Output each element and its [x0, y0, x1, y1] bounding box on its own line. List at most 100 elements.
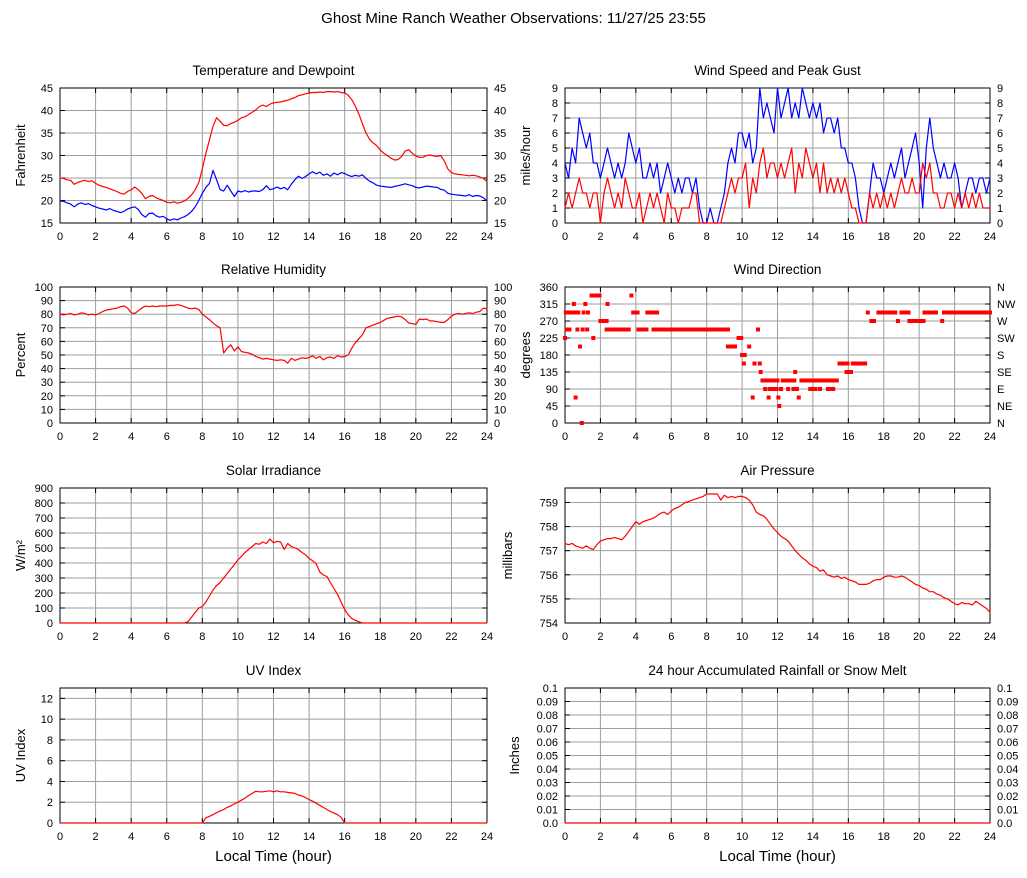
svg-text:360: 360 — [540, 282, 558, 294]
svg-text:0: 0 — [562, 631, 568, 643]
svg-text:2: 2 — [93, 431, 99, 443]
svg-text:0: 0 — [47, 618, 53, 630]
svg-text:16: 16 — [842, 231, 854, 243]
svg-text:35: 35 — [494, 128, 506, 140]
svg-text:0.0: 0.0 — [543, 818, 558, 830]
svg-text:70: 70 — [494, 323, 506, 335]
svg-text:N: N — [997, 282, 1005, 294]
svg-text:22: 22 — [948, 631, 960, 643]
svg-text:14: 14 — [303, 831, 315, 843]
svg-text:0.03: 0.03 — [997, 778, 1018, 790]
svg-text:757: 757 — [540, 546, 558, 558]
svg-text:100: 100 — [35, 603, 53, 615]
svg-text:4: 4 — [633, 231, 639, 243]
svg-text:45: 45 — [494, 83, 506, 95]
svg-text:800: 800 — [35, 498, 53, 510]
svg-text:2: 2 — [47, 797, 53, 809]
svg-text:754: 754 — [540, 618, 558, 630]
svg-text:7: 7 — [997, 113, 1003, 125]
svg-text:22: 22 — [948, 231, 960, 243]
svg-text:Fahrenheit: Fahrenheit — [13, 124, 28, 187]
svg-text:200: 200 — [35, 588, 53, 600]
svg-text:30: 30 — [41, 151, 53, 163]
svg-text:0: 0 — [494, 418, 500, 430]
svg-text:24: 24 — [984, 831, 996, 843]
svg-text:6: 6 — [668, 231, 674, 243]
svg-text:10: 10 — [232, 631, 244, 643]
svg-text:14: 14 — [807, 831, 819, 843]
svg-text:SW: SW — [997, 333, 1015, 345]
svg-text:24: 24 — [984, 431, 996, 443]
svg-text:20: 20 — [494, 196, 506, 208]
svg-text:Inches: Inches — [507, 736, 522, 775]
svg-text:20: 20 — [41, 391, 53, 403]
svg-text:45: 45 — [41, 83, 53, 95]
svg-text:135: 135 — [540, 367, 558, 379]
svg-text:0.08: 0.08 — [997, 710, 1018, 722]
svg-text:20: 20 — [410, 431, 422, 443]
svg-text:8: 8 — [199, 431, 205, 443]
svg-text:18: 18 — [878, 231, 890, 243]
svg-text:2: 2 — [597, 831, 603, 843]
svg-text:18: 18 — [374, 631, 386, 643]
svg-text:18: 18 — [374, 431, 386, 443]
svg-text:20: 20 — [410, 831, 422, 843]
svg-text:5: 5 — [997, 143, 1003, 155]
svg-text:0: 0 — [57, 231, 63, 243]
svg-text:40: 40 — [41, 106, 53, 118]
svg-text:16: 16 — [842, 431, 854, 443]
svg-text:8: 8 — [997, 98, 1003, 110]
svg-text:50: 50 — [494, 350, 506, 362]
svg-text:10: 10 — [494, 404, 506, 416]
svg-text:4: 4 — [633, 831, 639, 843]
svg-text:270: 270 — [540, 316, 558, 328]
svg-text:W: W — [997, 316, 1008, 328]
svg-text:10: 10 — [232, 831, 244, 843]
svg-text:50: 50 — [41, 350, 53, 362]
svg-text:8: 8 — [552, 98, 558, 110]
svg-text:6: 6 — [668, 431, 674, 443]
svg-text:18: 18 — [374, 831, 386, 843]
svg-text:0: 0 — [57, 631, 63, 643]
svg-text:0.1: 0.1 — [543, 683, 558, 695]
svg-text:8: 8 — [704, 231, 710, 243]
svg-text:0.08: 0.08 — [537, 710, 558, 722]
svg-text:0.05: 0.05 — [537, 751, 558, 763]
svg-text:60: 60 — [41, 336, 53, 348]
svg-text:16: 16 — [339, 831, 351, 843]
svg-text:80: 80 — [494, 309, 506, 321]
chart-title-solar-irradiance: Solar Irradiance — [225, 463, 322, 478]
svg-text:1: 1 — [552, 203, 558, 215]
svg-text:15: 15 — [494, 218, 506, 230]
svg-text:22: 22 — [445, 231, 457, 243]
svg-text:12: 12 — [771, 231, 783, 243]
svg-text:12: 12 — [267, 631, 279, 643]
chart-title-air-pressure: Air Pressure — [740, 463, 815, 478]
svg-text:22: 22 — [445, 631, 457, 643]
chart-title-wind-direction: Wind Direction — [733, 262, 822, 277]
svg-text:4: 4 — [128, 431, 134, 443]
svg-text:6: 6 — [668, 831, 674, 843]
svg-text:40: 40 — [41, 364, 53, 376]
svg-text:1: 1 — [997, 203, 1003, 215]
svg-text:0.02: 0.02 — [537, 791, 558, 803]
svg-text:10: 10 — [41, 404, 53, 416]
svg-text:14: 14 — [303, 631, 315, 643]
svg-text:0: 0 — [47, 818, 53, 830]
svg-text:0: 0 — [562, 431, 568, 443]
svg-text:8: 8 — [47, 735, 53, 747]
svg-text:80: 80 — [41, 309, 53, 321]
svg-text:Local Time (hour): Local Time (hour) — [719, 848, 836, 865]
svg-text:4: 4 — [47, 776, 53, 788]
svg-text:0.05: 0.05 — [997, 751, 1018, 763]
svg-text:10: 10 — [736, 431, 748, 443]
svg-text:22: 22 — [445, 831, 457, 843]
svg-text:4: 4 — [997, 158, 1003, 170]
chart-title-uv-index: UV Index — [245, 663, 302, 678]
svg-text:UV Index: UV Index — [13, 728, 28, 782]
svg-text:12: 12 — [267, 231, 279, 243]
svg-text:0.02: 0.02 — [997, 791, 1018, 803]
svg-text:300: 300 — [35, 573, 53, 585]
svg-text:20: 20 — [494, 391, 506, 403]
